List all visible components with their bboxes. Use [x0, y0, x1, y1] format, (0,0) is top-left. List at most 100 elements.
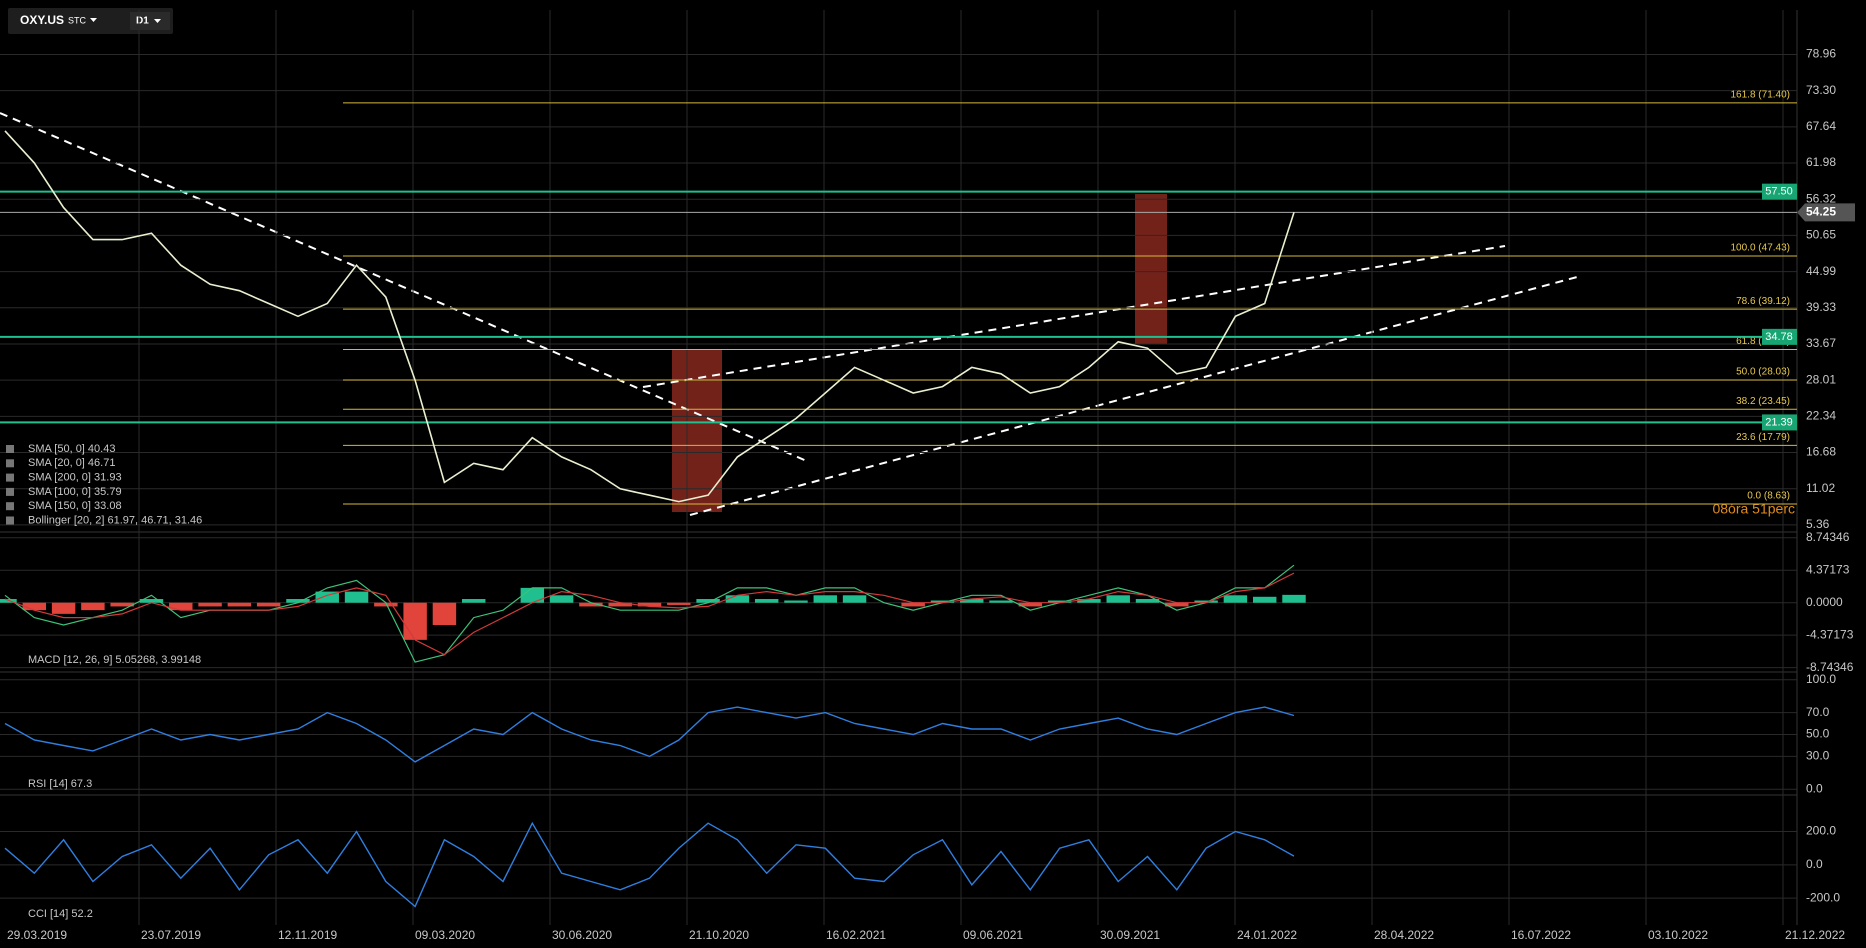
macd-bar [169, 602, 193, 611]
macd-bar [1018, 602, 1043, 607]
legend-icon [6, 516, 14, 525]
dropdown-arrow[interactable] [154, 19, 161, 23]
x-tick-label: 16.07.2022 [1511, 928, 1571, 942]
level-label: 57.50 [1765, 186, 1793, 198]
macd-bar [1282, 594, 1306, 603]
x-tick-label: 16.02.2021 [826, 928, 886, 942]
timeframe-box[interactable] [130, 12, 170, 30]
symbol[interactable]: OXY.US [20, 13, 64, 27]
y-tick-label: 5.36 [1806, 517, 1830, 531]
macd-bar [725, 595, 750, 603]
macd-bar [901, 602, 925, 607]
macd-bar [198, 602, 222, 607]
y-tick-label: 0.0 [1806, 857, 1823, 871]
level-tag [1762, 328, 1797, 345]
macd-bar [608, 602, 632, 607]
macd-bar [667, 602, 691, 605]
macd-bar [696, 599, 720, 603]
macd-bar [1194, 600, 1218, 603]
legend-entry: SMA [150, 0] 33.08 [28, 500, 122, 512]
y-tick-label: 0.0000 [1806, 595, 1843, 609]
y-tick-label: 78.96 [1806, 47, 1836, 61]
legend-icon [6, 459, 14, 468]
macd-bar [637, 602, 662, 607]
macd-bar [784, 600, 808, 603]
fib-label: 23.6 (17.79) [1736, 432, 1790, 443]
y-tick-label: 39.33 [1806, 300, 1836, 314]
macd-bar [110, 602, 134, 607]
instrument-type[interactable]: STC [68, 15, 87, 25]
header[interactable]: OXY.US STC D1 [8, 8, 173, 34]
macd-bar [1135, 599, 1160, 603]
indicator-legend: CCI [14] 52.2 [28, 908, 93, 920]
y-tick-label: -200.0 [1806, 890, 1840, 904]
macd-bar [315, 591, 339, 603]
macd-bar [374, 602, 398, 607]
y-tick-label: 22.34 [1806, 409, 1836, 423]
macd-bar [344, 591, 369, 603]
price-line [4, 130, 1295, 503]
fib-label: 0.0 (8.63) [1747, 491, 1790, 502]
y-tick-label: 28.01 [1806, 372, 1836, 386]
macd-bar [1077, 599, 1101, 603]
y-tick-label: 8.74346 [1806, 530, 1850, 544]
fib-label: 38.2 (23.45) [1736, 396, 1790, 407]
macd-bar [286, 599, 310, 603]
trendlines [0, 112, 1578, 516]
last-price-label: 54.25 [1806, 205, 1836, 219]
cci-line [4, 821, 1295, 908]
macd-bar [139, 599, 164, 603]
trendline [0, 112, 810, 463]
level-tag [1762, 183, 1797, 200]
legend-entry: Bollinger [20, 2] 61.97, 46.71, 31.46 [28, 514, 202, 526]
level-label: 34.78 [1765, 331, 1793, 343]
macd-bar [256, 602, 281, 607]
y-tick-label: 56.32 [1806, 191, 1836, 205]
legend-entry: SMA [50, 0] 40.43 [28, 443, 115, 455]
macd-bar [930, 600, 955, 603]
level-tag [1762, 414, 1797, 431]
y-tick-label: 11.02 [1806, 481, 1835, 495]
legend-icon [6, 502, 14, 511]
dropdown-arrow[interactable] [90, 18, 97, 22]
x-tick-label: 23.07.2019 [141, 928, 201, 942]
legend-icon [6, 487, 14, 496]
y-tick-label: 73.30 [1806, 83, 1836, 97]
macd-bar [1047, 600, 1072, 603]
x-tick-label: 24.01.2022 [1237, 928, 1297, 942]
highlight-box [1135, 194, 1167, 344]
y-tick-label: 70.0 [1806, 705, 1830, 719]
y-tick-label: 67.64 [1806, 119, 1836, 133]
macd-bar [1252, 596, 1277, 603]
x-tick-label: 09.06.2021 [963, 928, 1023, 942]
macd-bar [462, 599, 486, 603]
fib-label: 78.6 (39.12) [1736, 296, 1790, 307]
y-tick-label: 100.0 [1806, 672, 1836, 686]
macd-bar [51, 602, 76, 614]
fib-label: 50.0 (28.03) [1736, 367, 1790, 378]
legend-icon [6, 473, 14, 482]
macd-bar [754, 599, 779, 603]
trendline [642, 245, 1506, 388]
y-tick-label: 16.68 [1806, 445, 1836, 459]
y-tick-label: 50.65 [1806, 228, 1836, 242]
y-tick-label: 30.0 [1806, 749, 1830, 763]
rsi-line [4, 706, 1295, 763]
level-label: 21.39 [1765, 416, 1793, 428]
x-tick-label: 09.03.2020 [415, 928, 475, 942]
x-tick-label: 28.04.2022 [1374, 928, 1434, 942]
macd-bar [842, 595, 867, 603]
indicator-legend: RSI [14] 67.3 [28, 778, 92, 790]
legend-icon [6, 445, 14, 453]
x-tick-label: 29.03.2019 [7, 928, 67, 942]
y-tick-label: 44.99 [1806, 264, 1836, 278]
x-tick-label: 21.12.2022 [1785, 928, 1845, 942]
highlight-box [672, 350, 722, 512]
y-tick-label: 0.0 [1806, 781, 1823, 795]
legend-entry: SMA [20, 0] 46.71 [28, 457, 115, 469]
timeframe[interactable]: D1 [136, 16, 149, 27]
legend-entry: SMA [200, 0] 31.93 [28, 472, 122, 484]
